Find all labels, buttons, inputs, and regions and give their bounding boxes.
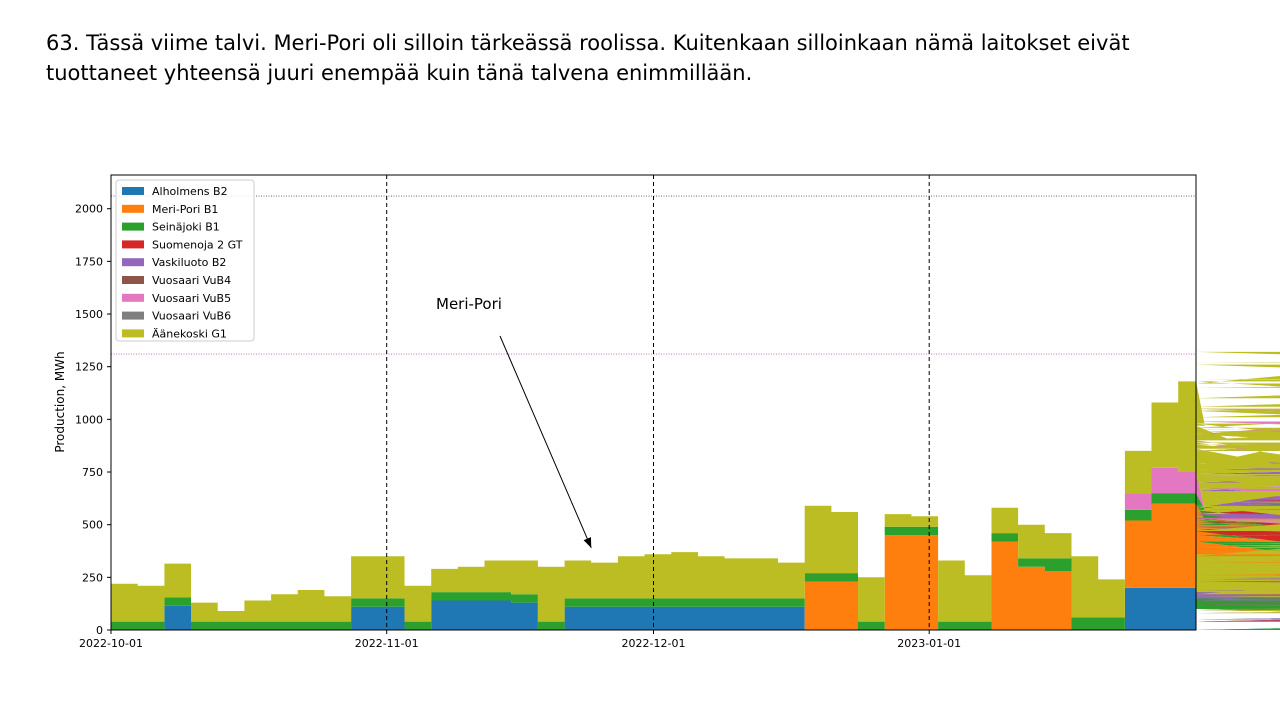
legend-box — [115, 179, 255, 342]
y-tick-label: 1500 — [75, 308, 103, 321]
legend-swatch — [122, 293, 144, 302]
legend-swatch — [122, 311, 144, 320]
area-alholmens-b2 — [111, 585, 1280, 630]
annotation-text: Meri-Pori — [436, 295, 502, 313]
y-tick-label: 1000 — [75, 413, 103, 426]
y-tick-label: 750 — [82, 466, 103, 479]
legend-label: Vuosaari VuB6 — [152, 310, 231, 323]
annotation-arrow-head — [583, 537, 592, 548]
reference-lines — [111, 175, 1196, 630]
legend-swatch — [122, 240, 144, 249]
x-tick-label: 2023-01-01 — [897, 637, 961, 650]
stacked-areas — [111, 351, 1280, 630]
x-tick-label: 2022-11-01 — [355, 637, 419, 650]
y-tick-label: 1250 — [75, 361, 103, 374]
legend-label: Äänekoski G1 — [152, 327, 227, 340]
slide-title: 63. Tässä viime talvi. Meri-Pori oli sil… — [46, 31, 1130, 85]
legend-label: Meri-Pori B1 — [152, 203, 218, 216]
legend-label: Alholmens B2 — [152, 185, 228, 198]
legend-label: Seinäjoki B1 — [152, 221, 220, 234]
y-tick-label: 250 — [82, 571, 103, 584]
legend-label: Vuosaari VuB5 — [152, 292, 231, 305]
area-meri-pori-b1 — [111, 503, 1280, 630]
legend-swatch — [122, 276, 144, 284]
legend-label: Vuosaari VuB4 — [152, 274, 231, 287]
annotation: Meri-Pori — [436, 295, 592, 549]
legend-swatch — [122, 258, 144, 267]
y-tick-label: 1750 — [75, 255, 103, 268]
axes: 0 250 500 750 1000 1250 1500 1750 2000 2022-10-01… — [75, 203, 961, 650]
annotation-arrow-line — [499, 335, 592, 549]
legend-swatch — [122, 187, 144, 195]
legend-swatch — [122, 222, 144, 231]
legend-swatch — [122, 329, 144, 338]
legend-swatch — [122, 204, 144, 213]
area--nekoski-g1 — [111, 351, 1280, 622]
y-tick-label: 500 — [82, 519, 103, 532]
legend-label: Vaskiluoto B2 — [152, 256, 226, 269]
x-tick-label: 2022-12-01 — [622, 637, 686, 650]
y-tick-label: 2000 — [75, 203, 103, 216]
legend: Alholmens B2 Meri-Pori B1 Seinäjoki B1 Suom… — [115, 179, 255, 342]
legend-label: Suomenoja 2 GT — [152, 238, 243, 251]
y-axis-label: Production, MWh — [53, 351, 67, 452]
y-tick-label: 0 — [96, 624, 103, 637]
area-sein-joki-b1 — [111, 493, 1280, 630]
x-tick-label: 2022-10-01 — [79, 637, 143, 650]
